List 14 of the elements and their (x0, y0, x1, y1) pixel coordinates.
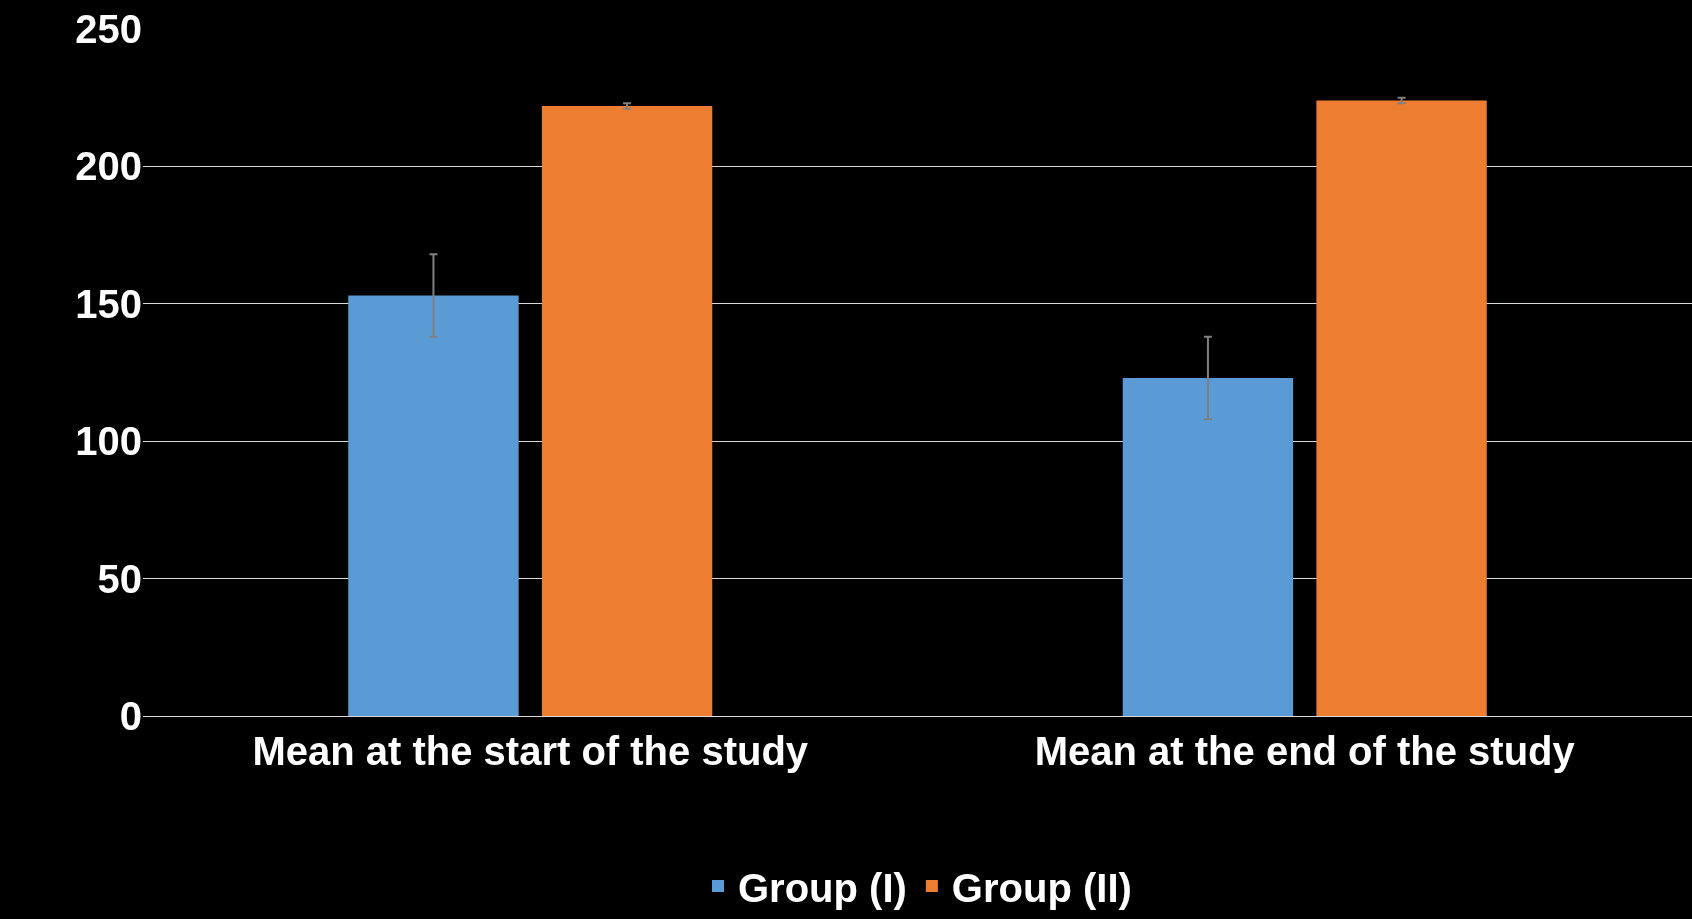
x-tick-label: Mean at the start of the study (252, 729, 809, 773)
bar (1316, 100, 1487, 716)
y-tick-label: 100 (75, 419, 142, 464)
bar (1122, 378, 1294, 716)
legend-label: Group (I) (738, 865, 907, 910)
bar (541, 105, 713, 716)
y-tick-label: 200 (75, 144, 142, 189)
y-tick-label: 50 (97, 556, 142, 601)
bar (348, 295, 519, 716)
y-tick-label: 0 (119, 694, 142, 738)
y-tick-label: 250 (75, 7, 142, 51)
legend-label: Group (II) (951, 865, 1132, 910)
y-tick-label: 150 (75, 281, 142, 326)
x-tick-label: Mean at the end of the study (1034, 729, 1576, 773)
